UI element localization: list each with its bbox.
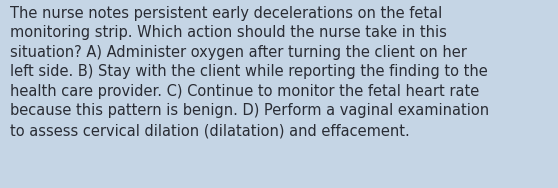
- Text: The nurse notes persistent early decelerations on the fetal
monitoring strip. Wh: The nurse notes persistent early deceler…: [10, 6, 489, 138]
